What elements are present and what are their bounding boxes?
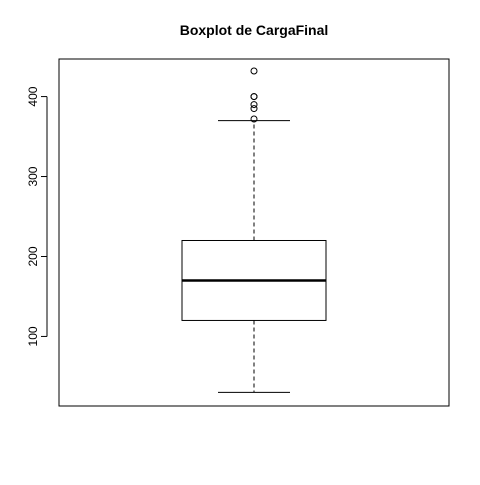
outlier-point — [250, 105, 258, 113]
chart-marks: 100 200 300 400 — [26, 67, 327, 393]
y-tick-label: 300 — [26, 166, 40, 186]
outlier-point — [250, 93, 258, 101]
outlier-point — [250, 67, 258, 75]
chart-title: Boxplot de CargaFinal — [180, 22, 329, 38]
outlier-point — [250, 115, 258, 123]
y-tick-label: 100 — [26, 326, 40, 346]
y-tick-label: 400 — [26, 86, 40, 106]
plot-frame — [58, 58, 450, 407]
y-tick-label: 200 — [26, 246, 40, 266]
outlier-point — [250, 101, 258, 109]
